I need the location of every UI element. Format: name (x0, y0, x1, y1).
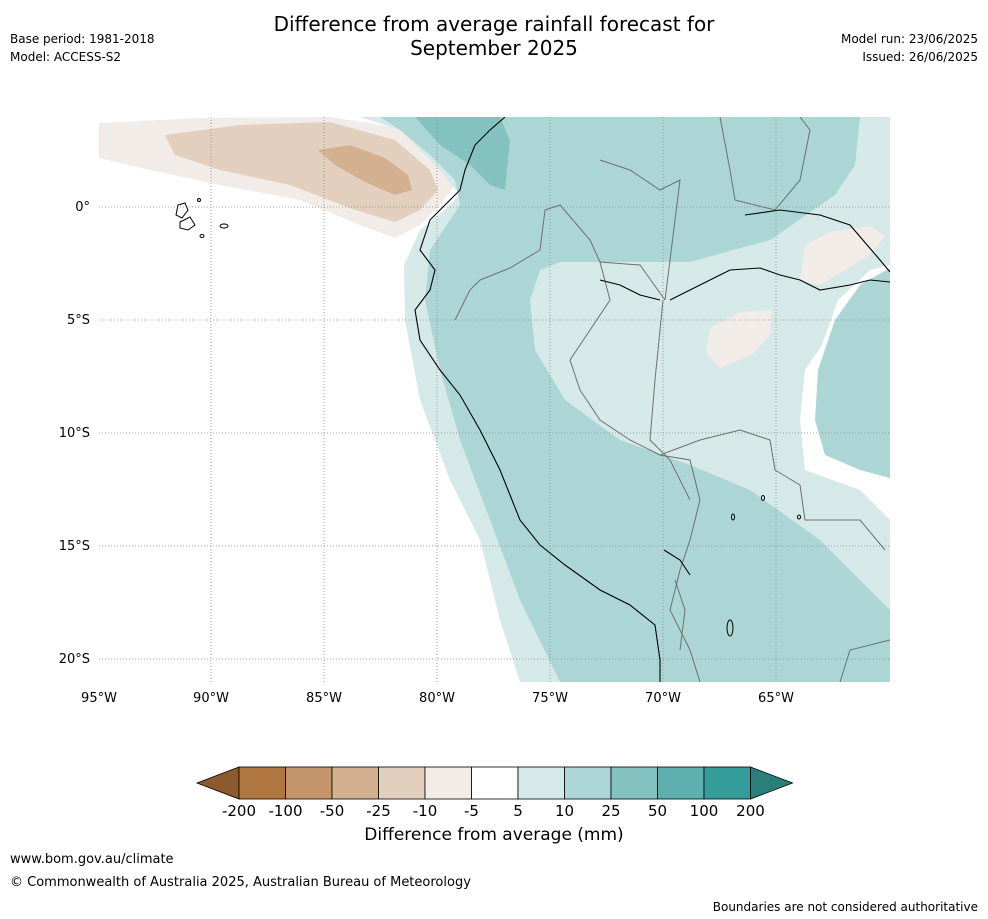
colorbar-cell (657, 766, 705, 800)
colorbar-extend-high (750, 766, 794, 800)
footer-url[interactable]: www.bom.gov.au/climate (10, 852, 174, 867)
colorbar-tick-label: 5 (513, 802, 523, 820)
lat-tick-label: 10°S (59, 426, 90, 441)
meta-right: Model run: 23/06/2025 Issued: 26/06/2025 (841, 32, 978, 68)
issued-date: Issued: 26/06/2025 (862, 50, 978, 64)
colorbar-cell (331, 766, 379, 800)
longitude-labels: 95°W 90°W 85°W 80°W 75°W 70°W 65°W (81, 691, 794, 706)
country-borders (454, 117, 890, 682)
chart-title: Difference from average rainfall forecas… (244, 12, 744, 60)
colorbar-cell (238, 766, 286, 800)
footer-copyright: © Commonwealth of Australia 2025, Austra… (10, 875, 471, 890)
colorbar-tick-label: 25 (601, 802, 620, 820)
colorbar-tick-label: -5 (464, 802, 479, 820)
dry-spot-central (706, 310, 772, 368)
wet-anomaly-band (380, 117, 890, 682)
wet-anomaly-east (815, 268, 890, 478)
lon-tick-label: 65°W (758, 691, 794, 706)
wet-anomaly-core (415, 117, 510, 190)
title-line-1: Difference from average rainfall forecas… (273, 12, 715, 36)
colorbar-tick-label: 50 (648, 802, 667, 820)
colorbar-tick-label: -25 (366, 802, 391, 820)
lon-tick-label: 80°W (419, 691, 455, 706)
lat-tick-label: 15°S (59, 539, 90, 554)
latitude-labels: 0° 5°S 10°S 15°S 20°S (59, 200, 90, 667)
footer-disclaimer: Boundaries are not considered authoritat… (712, 900, 978, 914)
lon-tick-label: 70°W (645, 691, 681, 706)
map-content (99, 117, 890, 682)
colorbar-cell (703, 766, 751, 800)
colorbar-tick-label: 10 (555, 802, 574, 820)
lat-tick-label: 20°S (59, 652, 90, 667)
gridlines (99, 117, 890, 682)
colorbar-tick-label: -50 (320, 802, 345, 820)
colorbar-tick-label: 200 (736, 802, 765, 820)
colorbar-cell (378, 766, 426, 800)
colorbar-tick-label: 100 (690, 802, 719, 820)
lon-tick-label: 75°W (532, 691, 568, 706)
colorbar-cells (195, 766, 794, 800)
colorbar-tick-label: -200 (222, 802, 256, 820)
colorbar-cell (285, 766, 333, 800)
colorbar-tick-label: -10 (413, 802, 438, 820)
colorbar-cell (424, 766, 472, 800)
model-name: Model: ACCESS-S2 (10, 50, 122, 64)
colorbar-cell (517, 766, 565, 800)
galapagos-islands (175, 198, 229, 238)
lon-tick-label: 90°W (193, 691, 229, 706)
colorbar-tick-label: -100 (268, 802, 302, 820)
dry-anomaly-core (318, 145, 412, 195)
colorbar-cell (471, 766, 519, 800)
dry-anomaly-mid (165, 122, 438, 222)
lat-tick-label: 0° (75, 200, 90, 215)
meta-left: Base period: 1981-2018 Model: ACCESS-S2 (10, 32, 155, 68)
lakes (726, 495, 801, 637)
lon-tick-label: 85°W (306, 691, 342, 706)
coastlines (414, 117, 890, 682)
lat-tick-label: 5°S (67, 313, 90, 328)
model-run: Model run: 23/06/2025 (840, 32, 978, 46)
title-line-2: September 2025 (410, 36, 578, 60)
colorbar-cell (564, 766, 612, 800)
colorbar-label: Difference from average (mm) (364, 825, 624, 845)
colorbar-ticks: -200 -100 -50 -25 -10 -5 5 10 25 50 100 200 (222, 802, 765, 820)
lon-tick-label: 95°W (81, 691, 117, 706)
colorbar-cell (610, 766, 658, 800)
base-period: Base period: 1981-2018 (10, 32, 155, 46)
colorbar-extend-low (195, 766, 240, 800)
